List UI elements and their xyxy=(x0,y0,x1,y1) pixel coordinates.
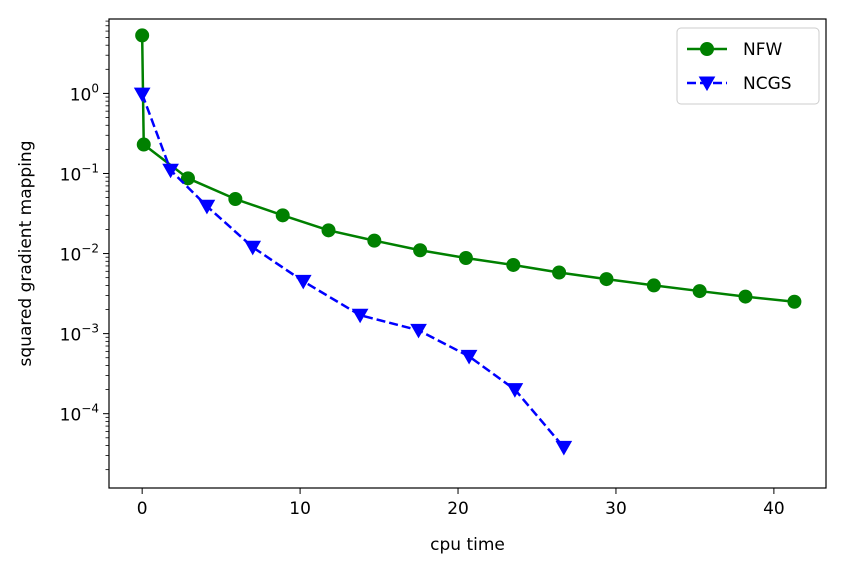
data-point-circle xyxy=(367,233,382,248)
series-line xyxy=(140,35,795,304)
data-point-circle xyxy=(458,250,473,265)
data-point-circle xyxy=(321,223,336,238)
x-axis-label: cpu time xyxy=(430,535,505,555)
data-point-triangle xyxy=(555,440,573,456)
data-point-circle xyxy=(180,171,195,186)
y-tick-label: 10−1 xyxy=(60,161,99,185)
series-ncgs xyxy=(133,87,573,456)
data-point-triangle xyxy=(410,323,427,339)
series-layer xyxy=(133,28,802,456)
y-tick-label: 10−4 xyxy=(60,402,99,426)
data-point-triangle xyxy=(133,87,151,103)
data-point-circle xyxy=(738,289,753,304)
data-point-triangle xyxy=(198,199,216,215)
series-line xyxy=(140,93,565,449)
series-nfw xyxy=(135,28,802,309)
data-point-circle xyxy=(135,28,150,43)
data-point-circle xyxy=(552,265,567,280)
y-axis: 100 10−1 10−2 10−3 10−4 xyxy=(60,20,109,471)
x-tick-label: 20 xyxy=(447,499,469,519)
y-axis-label: squared gradient mapping xyxy=(16,141,36,367)
x-tick-label: 0 xyxy=(137,499,148,519)
x-tick-label: 10 xyxy=(289,499,311,519)
data-point-circle xyxy=(700,42,714,56)
data-point-triangle xyxy=(460,349,478,365)
legend: NFW NCGS xyxy=(676,27,820,105)
x-tick-label: 40 xyxy=(763,499,785,519)
y-tick-label: 100 xyxy=(70,81,99,105)
y-tick-label: 10−3 xyxy=(60,322,99,346)
data-point-triangle xyxy=(244,240,262,256)
data-point-triangle xyxy=(506,383,524,398)
data-point-circle xyxy=(275,208,290,223)
data-point-circle xyxy=(413,243,428,258)
data-point-circle xyxy=(506,257,521,272)
data-point-triangle xyxy=(162,163,179,179)
data-point-circle xyxy=(599,272,614,287)
data-point-circle xyxy=(228,192,243,207)
legend-label: NCGS xyxy=(743,74,792,94)
data-point-circle xyxy=(692,284,707,299)
legend-label: NFW xyxy=(743,40,782,60)
data-point-triangle xyxy=(294,274,312,290)
data-point-circle xyxy=(787,294,802,309)
data-point-circle xyxy=(136,137,151,152)
x-tick-label: 30 xyxy=(605,499,627,519)
x-axis: 0 10 20 30 40 xyxy=(137,488,785,519)
y-tick-label: 10−2 xyxy=(60,242,99,266)
data-point-circle xyxy=(646,278,661,293)
data-point-triangle xyxy=(351,308,369,324)
data-point-triangle xyxy=(698,76,716,92)
